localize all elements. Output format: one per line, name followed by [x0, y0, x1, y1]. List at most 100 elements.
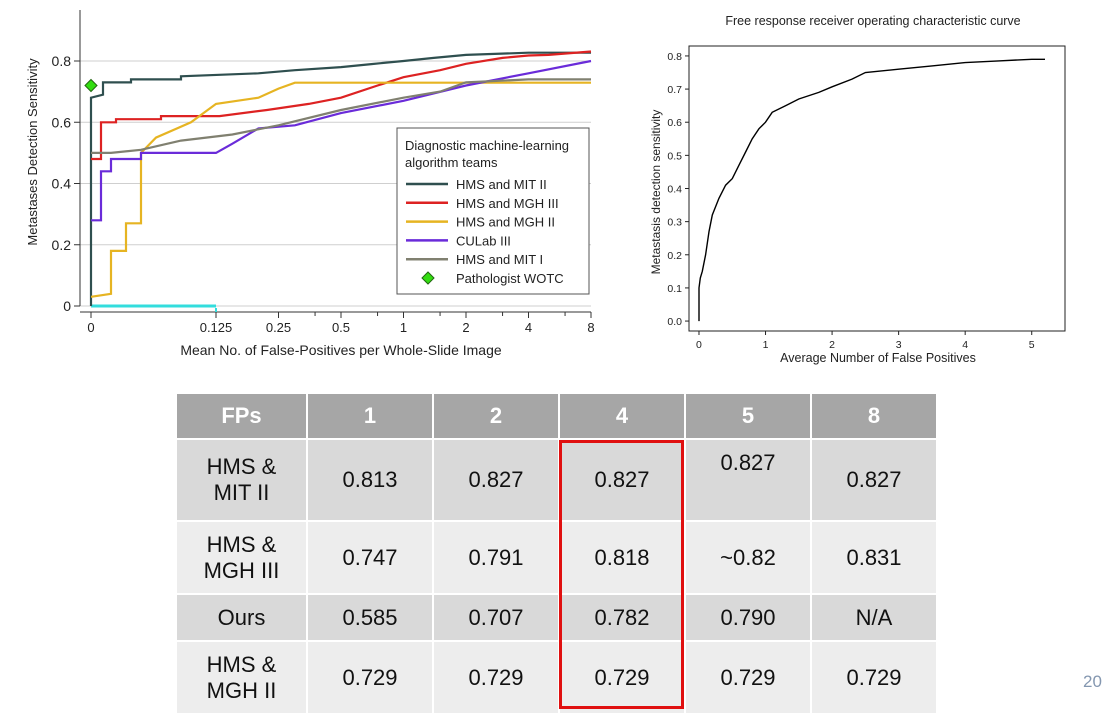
table-cell: 0.729 [432, 640, 560, 715]
row-label: HMS & MGH II [175, 640, 308, 715]
row-label-line: MIT II [213, 480, 270, 505]
series-line-hms-and-mgh-ii [90, 81, 591, 298]
row-label-line: MGH II [206, 677, 277, 703]
table-cell: 0.729 [558, 640, 686, 715]
x-tick-label: 8 [587, 320, 594, 335]
y-tick-label: 0.3 [667, 217, 682, 229]
table-cell: 0.813 [306, 438, 434, 522]
header-cell: 8 [810, 392, 938, 440]
left-chart-axes: 0 0.2 0.4 0.6 0.8 0 0.125 0.25 0.5 1 2 4 8 [52, 10, 595, 335]
legend-marker [421, 271, 435, 285]
highlight-column-box [559, 440, 684, 709]
header-cell: FPs [175, 392, 308, 440]
table-row: Ours 0.585 0.707 0.782 0.790 N/A [175, 593, 938, 642]
left-chart-legend: Diagnostic machine-learning algorithm te… [396, 127, 590, 295]
row-label-line: HMS & [206, 454, 277, 479]
left-chart-y-label: Metastases Detection Sensitivity [25, 58, 40, 246]
legend-title-line2: algorithm teams [405, 155, 498, 170]
right-chart-x-label: Average Number of False Positives [780, 351, 976, 365]
right-frc-chart: Free response receiver operating charact… [649, 14, 1066, 365]
legend-label: HMS and MGH II [456, 215, 555, 230]
header-cell: 5 [684, 392, 812, 440]
series-line-hms-and-mit-ii [89, 51, 591, 306]
table-cell: ~0.82 [684, 520, 812, 595]
row-label-line: MGH III [203, 557, 280, 583]
right-chart-axes: 0.0 0.1 0.2 0.3 0.4 0.5 0.6 0.7 0.8 0 1 2 3 4 5 [667, 45, 1066, 351]
page-number: 20 [1083, 672, 1102, 691]
series-line-hms-and-mit-i [91, 78, 591, 154]
x-tick-label: 5 [1029, 339, 1035, 351]
x-tick-label: 4 [525, 320, 532, 335]
legend-label: CULab III [456, 233, 511, 248]
header-cell: 2 [432, 392, 560, 440]
legend-box [396, 127, 590, 295]
y-tick-label: 0 [63, 298, 71, 314]
y-tick-label: 0.4 [52, 176, 72, 192]
y-tick-label: 0.7 [667, 84, 682, 96]
legend-label: Pathologist WOTC [456, 271, 564, 286]
x-tick-label: 0 [696, 339, 702, 351]
y-tick-label: 0.8 [667, 51, 682, 63]
row-label-line: HMS & [206, 531, 277, 557]
table-row: HMS & MIT II 0.813 0.827 0.827 0.827 0.8… [175, 438, 938, 522]
table-row: HMS & MGH III 0.747 0.791 0.818 ~0.82 0.… [175, 520, 938, 595]
x-tick-label: 4 [962, 339, 968, 351]
table-cell: 0.747 [306, 520, 434, 595]
y-tick-label: 0.6 [52, 114, 72, 130]
row-label-line: HMS & [206, 651, 277, 677]
plot-frame [688, 45, 1066, 332]
header-cell: 4 [558, 392, 686, 440]
y-tick-label: 0.8 [52, 53, 72, 69]
table-cell: 0.790 [684, 593, 812, 642]
y-tick-label: 0.5 [667, 150, 682, 162]
table-cell: 0.782 [558, 593, 686, 642]
x-tick-label: 2 [829, 339, 835, 351]
table-cell: 0.729 [306, 640, 434, 715]
row-label: Ours [175, 593, 308, 642]
table-cell: 0.791 [432, 520, 560, 595]
left-frc-chart: 0 0.2 0.4 0.6 0.8 0 0.125 0.25 0.5 1 2 4 8 Mean No. … [25, 10, 595, 358]
pathologist-diamond-marker [84, 78, 98, 93]
x-tick-label: 1 [763, 339, 769, 351]
table-cell: 0.707 [432, 593, 560, 642]
table-cell: 0.827 [432, 438, 560, 522]
table-cell: 0.831 [810, 520, 938, 595]
x-tick-label: 3 [896, 339, 902, 351]
series-line-ours [698, 58, 1045, 322]
table-cell: 0.827 [810, 438, 938, 522]
right-chart-series [698, 58, 1045, 322]
table-cell: 0.818 [558, 520, 686, 595]
series-line-hms-and-mgh-iii [91, 50, 592, 161]
right-chart-y-label: Metastasis detection sensitivity [649, 110, 663, 275]
left-chart-x-label: Mean No. of False-Positives per Whole-Sl… [180, 342, 502, 358]
legend-title-line1: Diagnostic machine-learning [405, 138, 569, 153]
results-table: FPs 1 2 4 5 8 HMS & MIT II 0.813 0.827 0… [175, 392, 938, 715]
y-tick-label: 0.1 [667, 283, 682, 295]
row-label: HMS & MIT II [175, 438, 308, 522]
y-tick-label: 0.2 [667, 250, 682, 262]
x-tick-label: 0.25 [266, 320, 291, 335]
table-cell: 0.827 [684, 438, 812, 522]
x-tick-label: 0 [87, 320, 94, 335]
legend-label: HMS and MIT I [456, 252, 543, 267]
table-cell: N/A [810, 593, 938, 642]
table-cell: 0.827 [558, 438, 686, 522]
x-tick-label: 2 [462, 320, 469, 335]
table-row: HMS & MGH II 0.729 0.729 0.729 0.729 0.7… [175, 640, 938, 715]
table-cell: 0.729 [684, 640, 812, 715]
header-cell: 1 [306, 392, 434, 440]
table-cell: 0.729 [810, 640, 938, 715]
results-table-wrapper: FPs 1 2 4 5 8 HMS & MIT II 0.813 0.827 0… [175, 392, 938, 715]
table-header-row: FPs 1 2 4 5 8 [175, 392, 938, 440]
x-tick-label: 0.125 [200, 320, 233, 335]
row-label: HMS & MGH III [175, 520, 308, 595]
y-tick-label: 0.4 [667, 184, 682, 196]
y-tick-label: 0.6 [667, 117, 682, 129]
right-chart-title: Free response receiver operating charact… [725, 14, 1020, 28]
left-chart-series [84, 50, 592, 312]
y-tick-label: 0.2 [52, 237, 72, 253]
x-tick-label: 0.5 [332, 320, 350, 335]
legend-label: HMS and MIT II [456, 177, 547, 192]
legend-label: HMS and MGH III [456, 196, 559, 211]
y-tick-label: 0.0 [667, 316, 682, 328]
